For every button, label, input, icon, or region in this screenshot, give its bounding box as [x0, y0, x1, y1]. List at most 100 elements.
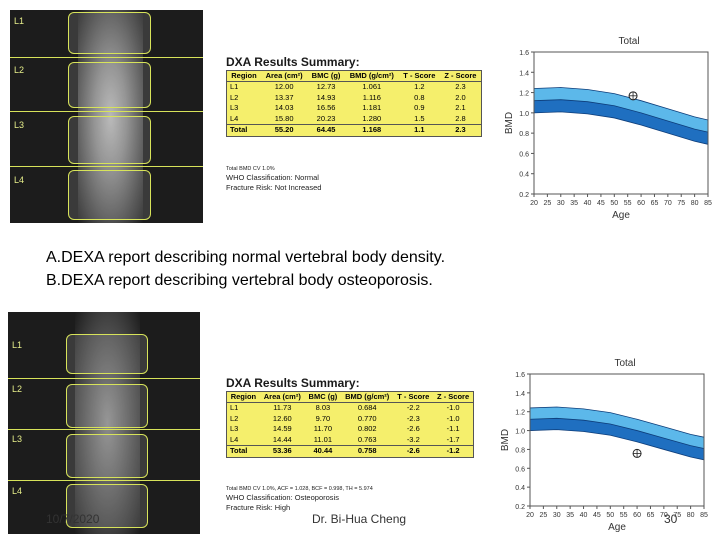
- fracture-risk-b: Fracture Risk: High: [226, 503, 291, 512]
- table-total-row: Total 55.20 64.45 1.168 1.1 2.3: [226, 124, 482, 136]
- table-cell: -1.0: [446, 403, 460, 412]
- header-z-score: Z - Score: [439, 70, 482, 82]
- table-header-row: Region Area (cm²) BMC (g) BMD (g/cm²) T …: [226, 391, 474, 403]
- table-cell: L3: [230, 424, 239, 433]
- table-cell: 2.3: [455, 82, 466, 91]
- table-cell: 64.45: [307, 124, 345, 136]
- xray-label-l3: L3: [14, 120, 25, 130]
- table-cell: -1.0: [446, 413, 460, 423]
- who-classification-b: WHO Classification: Osteoporosis: [226, 493, 339, 502]
- table-cell: 14.93: [316, 92, 336, 102]
- x-tick-label: 45: [597, 200, 605, 207]
- table-cell: 9.70: [315, 413, 331, 423]
- table-cell: L1: [230, 403, 239, 412]
- table-cell: L2: [230, 92, 239, 102]
- slide-date: 10/7/2020: [46, 512, 100, 526]
- table-cell: 0.684: [357, 403, 377, 412]
- y-tick-label: 1.6: [519, 50, 529, 57]
- x-tick-label: 60: [633, 512, 641, 519]
- table-cell: 0.9: [414, 103, 425, 112]
- table-cell: L3: [230, 103, 239, 112]
- x-tick-label: 70: [660, 512, 668, 519]
- summary-title-a: DXA Results Summary:: [226, 55, 360, 69]
- y-tick-label: 1.6: [515, 372, 525, 379]
- table-cell: 2.0: [455, 92, 466, 102]
- lower-reference-band: [534, 99, 708, 145]
- x-axis-label: Age: [612, 210, 630, 220]
- table-row: L3 14.03 16.56 1.181 0.9 2.1: [227, 103, 482, 114]
- x-tick-label: 35: [570, 200, 578, 207]
- fracture-risk-a: Fracture Risk: Not Increased: [226, 183, 322, 192]
- table-cell: 1.181: [362, 103, 382, 112]
- x-axis-label: Age: [608, 522, 626, 532]
- y-tick-label: 1.2: [515, 410, 525, 417]
- table-cell: 14.03: [274, 103, 294, 112]
- table-cell: L4: [230, 434, 239, 444]
- y-tick-label: 0.6: [519, 151, 529, 158]
- table-cell: L4: [230, 113, 239, 123]
- table-row: L3 14.59 11.70 0.802 -2.6 -1.1: [227, 424, 474, 435]
- table-cell: L2: [230, 413, 239, 423]
- table-row: L2 13.37 14.93 1.116 0.8 2.0: [227, 93, 482, 104]
- table-cell: 0.8: [414, 92, 425, 102]
- x-tick-label: 25: [543, 200, 551, 207]
- y-tick-label: 0.4: [519, 172, 529, 179]
- y-axis-label: BMD: [500, 429, 511, 451]
- header-bmc: BMC (g): [307, 70, 345, 82]
- x-tick-label: 45: [593, 512, 601, 519]
- x-tick-label: 60: [637, 200, 645, 207]
- xray-label-l4: L4: [12, 486, 23, 496]
- band-line-upper: [529, 406, 705, 438]
- x-tick-label: 65: [647, 512, 655, 519]
- table-cell: -2.6: [393, 445, 434, 457]
- table-cell: 14.59: [272, 424, 292, 433]
- xray-label-l1: L1: [14, 16, 25, 26]
- table-cell: L1: [230, 82, 239, 91]
- table-cell: 0.802: [357, 424, 377, 433]
- table-cell: 1.1: [398, 124, 440, 136]
- caption-b: B.DEXA report describing vertebral body …: [46, 272, 433, 289]
- x-tick-label: 75: [677, 200, 685, 207]
- table-row: L4 15.80 20.23 1.280 1.5 2.8: [227, 114, 482, 125]
- chart-title: Total: [618, 36, 639, 47]
- table-cell: 1.2: [414, 82, 425, 91]
- table-cell: 13.37: [274, 92, 294, 102]
- slide-author: Dr. Bi-Hua Cheng: [312, 512, 407, 526]
- table-cell: 12.60: [272, 413, 292, 423]
- table-cell: 1.116: [362, 92, 381, 102]
- band-line-mid: [533, 99, 709, 133]
- table-cell: Total: [226, 124, 261, 136]
- table-total-row: Total 53.36 40.44 0.758 -2.6 -1.2: [226, 445, 474, 457]
- y-tick-label: 0.8: [519, 131, 529, 138]
- spine-xray-b: L1 L2 L3 L4: [8, 312, 200, 534]
- x-tick-label: 50: [610, 200, 618, 207]
- table-cell: 0.770: [357, 413, 377, 423]
- table-cell: 11.70: [313, 424, 333, 433]
- xray-label-l2: L2: [12, 384, 23, 394]
- y-tick-label: 1.2: [519, 91, 529, 98]
- chart-title: Total: [614, 358, 635, 369]
- table-cell: 16.56: [316, 103, 336, 112]
- x-tick-label: 80: [687, 512, 695, 519]
- results-table-b: Region Area (cm²) BMC (g) BMD (g/cm²) T …: [226, 391, 474, 458]
- table-cell: -2.6: [406, 424, 420, 433]
- x-tick-label: 85: [704, 200, 712, 207]
- x-tick-label: 70: [664, 200, 672, 207]
- y-axis-label: BMD: [504, 112, 515, 134]
- table-cell: 12.73: [316, 82, 336, 91]
- x-tick-label: 75: [673, 512, 681, 519]
- table-cell: 0.763: [357, 434, 377, 444]
- y-tick-label: 0.2: [515, 504, 525, 511]
- x-tick-label: 25: [539, 512, 547, 519]
- table-cell: 2.3: [439, 124, 482, 136]
- table-cell: 40.44: [304, 445, 342, 457]
- table-cell: 53.36: [259, 445, 305, 457]
- xray-label-l3: L3: [12, 434, 23, 444]
- results-table-a: Region Area (cm²) BMC (g) BMD (g/cm²) T …: [226, 70, 482, 137]
- lower-reference-band: [530, 418, 704, 460]
- table-cell: 2.1: [455, 103, 466, 112]
- upper-reference-band: [530, 407, 704, 449]
- header-bmd: BMD (g/cm²): [341, 391, 394, 403]
- table-cell: Total: [226, 445, 260, 457]
- band-line-lower: [529, 429, 705, 461]
